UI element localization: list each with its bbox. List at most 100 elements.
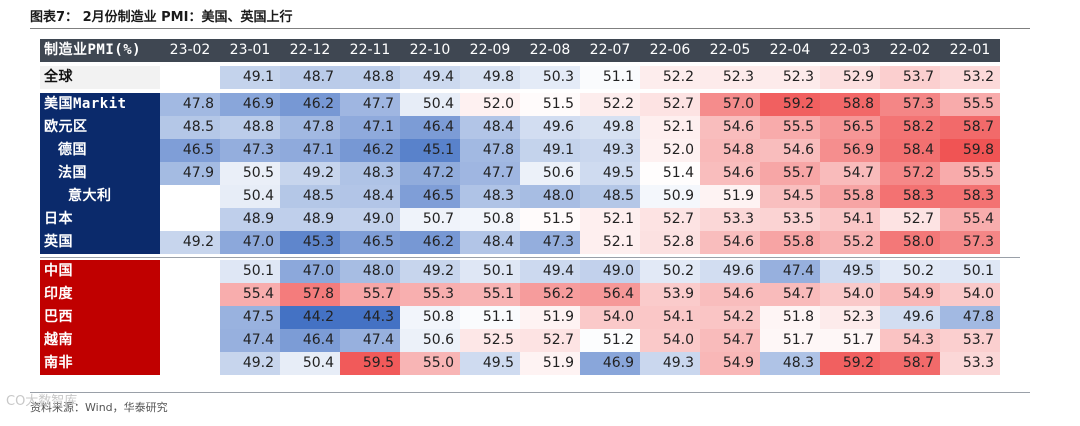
value-cell: 50.1 [220, 260, 280, 283]
value-cell: 58.7 [880, 352, 940, 375]
value-cell: 47.3 [520, 231, 580, 254]
value-cell: 55.1 [460, 283, 520, 306]
source-note: 资料来源：Wind，华泰研究 [30, 401, 168, 414]
value-cell: 49.2 [160, 231, 220, 254]
value-cell: 45.3 [280, 231, 340, 254]
row-label: 日本 [40, 208, 160, 231]
value-cell: 49.5 [460, 352, 520, 375]
value-cell: 46.9 [580, 352, 640, 375]
value-cell: 56.5 [820, 116, 880, 139]
value-cell: 49.3 [640, 352, 700, 375]
value-cell: 57.2 [880, 162, 940, 185]
value-cell: 47.4 [340, 329, 400, 352]
row-label: 中国 [40, 260, 160, 283]
value-cell: 49.3 [580, 139, 640, 162]
value-cell: 56.2 [520, 283, 580, 306]
value-cell: 54.0 [580, 306, 640, 329]
value-cell: 54.6 [700, 283, 760, 306]
value-cell: 58.0 [880, 231, 940, 254]
value-cell: 47.7 [460, 162, 520, 185]
value-cell: 55.0 [400, 352, 460, 375]
value-cell: 54.1 [640, 306, 700, 329]
value-cell: 57.8 [280, 283, 340, 306]
value-cell [160, 185, 220, 208]
value-cell: 50.8 [400, 306, 460, 329]
value-cell: 47.1 [280, 139, 340, 162]
row-label: 南非 [40, 352, 160, 375]
header-row: 制造业PMI(%) 23-02 23-01 22-12 22-11 22-10 22-09… [40, 39, 1020, 62]
value-cell: 56.4 [580, 283, 640, 306]
value-cell: 46.5 [160, 139, 220, 162]
header-column: 22-10 [400, 39, 460, 62]
value-cell: 51.1 [460, 306, 520, 329]
value-cell: 51.5 [520, 93, 580, 116]
table-body: 全球 49.1 48.7 48.8 49.4 49.8 50.3 51.1 52.2 52.3 52… [40, 66, 1020, 375]
value-cell [160, 66, 220, 89]
value-cell: 52.0 [460, 93, 520, 116]
value-cell: 47.2 [400, 162, 460, 185]
value-cell: 53.2 [940, 66, 1000, 89]
row-label: 意大利 [40, 185, 160, 208]
table-row: 英国 49.2 47.0 45.3 46.5 46.2 48.4 47.3 52.1 52.8 54… [40, 231, 1020, 254]
row-label: 德国 [40, 139, 160, 162]
value-cell: 58.7 [940, 116, 1000, 139]
value-cell: 52.9 [820, 66, 880, 89]
value-cell: 50.5 [220, 162, 280, 185]
value-cell: 51.9 [700, 185, 760, 208]
value-cell: 50.7 [400, 208, 460, 231]
value-cell: 53.7 [880, 66, 940, 89]
group-spacer [40, 254, 1020, 260]
table-row: 南非 49.2 50.4 59.5 55.0 49.5 51.9 46.9 49.3 54.9 48… [40, 352, 1020, 375]
value-cell: 49.6 [880, 306, 940, 329]
value-cell: 49.2 [400, 260, 460, 283]
value-cell: 48.3 [760, 352, 820, 375]
value-cell: 49.6 [520, 116, 580, 139]
value-cell: 50.3 [520, 66, 580, 89]
value-cell: 53.3 [700, 208, 760, 231]
value-cell: 46.9 [220, 93, 280, 116]
value-cell: 51.1 [580, 66, 640, 89]
value-cell: 52.1 [640, 116, 700, 139]
value-cell [160, 352, 220, 375]
value-cell: 52.0 [640, 139, 700, 162]
value-cell: 48.8 [220, 116, 280, 139]
value-cell: 49.8 [460, 66, 520, 89]
value-cell: 47.5 [220, 306, 280, 329]
value-cell: 46.2 [400, 231, 460, 254]
value-cell: 59.8 [940, 139, 1000, 162]
value-cell: 54.6 [700, 116, 760, 139]
source-divider [30, 392, 1030, 393]
value-cell [160, 260, 220, 283]
figure-title: 图表7： 2月份制造业 PMI：美国、英国上行 [30, 10, 293, 25]
value-cell: 54.6 [760, 139, 820, 162]
table-row: 印度 55.4 57.8 55.7 55.3 55.1 56.2 56.4 53.9 54.6 54… [40, 283, 1020, 306]
value-cell: 57.0 [700, 93, 760, 116]
value-cell: 56.9 [820, 139, 880, 162]
value-cell: 58.2 [880, 116, 940, 139]
value-cell: 46.2 [340, 139, 400, 162]
value-cell: 46.5 [400, 185, 460, 208]
value-cell: 47.0 [220, 231, 280, 254]
value-cell: 47.8 [160, 93, 220, 116]
header-column: 22-01 [940, 39, 1000, 62]
row-label: 欧元区 [40, 116, 160, 139]
header-column: 22-08 [520, 39, 580, 62]
table-row: 意大利 50.4 48.5 48.4 46.5 48.3 48.0 48.5 50.9 51.9 5… [40, 185, 1020, 208]
value-cell: 48.5 [160, 116, 220, 139]
value-cell: 47.0 [280, 260, 340, 283]
value-cell: 44.3 [340, 306, 400, 329]
row-label: 美国Markit [40, 93, 160, 116]
value-cell: 48.8 [340, 66, 400, 89]
value-cell: 50.6 [400, 329, 460, 352]
value-cell: 54.1 [820, 208, 880, 231]
value-cell: 49.2 [280, 162, 340, 185]
value-cell: 48.9 [220, 208, 280, 231]
value-cell: 55.5 [760, 116, 820, 139]
value-cell: 54.7 [700, 329, 760, 352]
value-cell: 52.1 [580, 208, 640, 231]
value-cell: 49.5 [580, 162, 640, 185]
value-cell: 51.4 [640, 162, 700, 185]
value-cell: 55.5 [940, 93, 1000, 116]
value-cell: 54.6 [700, 162, 760, 185]
value-cell: 48.5 [280, 185, 340, 208]
